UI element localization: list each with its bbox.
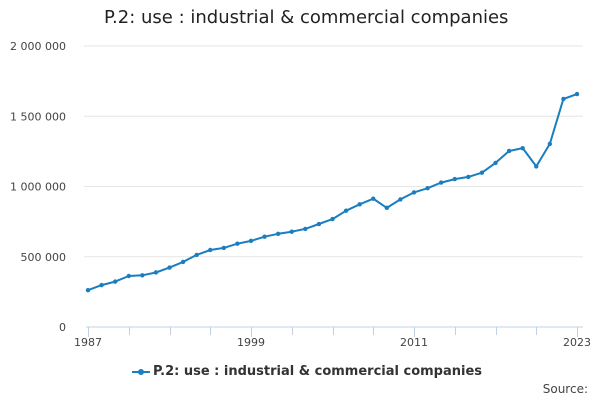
y-tick-label: 1 000 000: [10, 181, 66, 194]
series-line: [87, 93, 578, 292]
y-tick-label: 2 000 000: [10, 40, 66, 53]
y-axis: 0 500 000 1 000 000 1 500 000 2 000 000: [10, 40, 66, 334]
data-point: [425, 185, 430, 191]
legend[interactable]: P.2: use : industrial & commercial compa…: [132, 364, 482, 379]
data-point: [194, 252, 199, 258]
source-label: Source:: [542, 382, 588, 396]
data-point: [438, 180, 444, 185]
data-point: [506, 148, 512, 154]
data-point: [235, 241, 240, 246]
x-tick-label: 2023: [563, 336, 591, 349]
data-point: [303, 226, 308, 232]
legend-dot: [138, 368, 144, 375]
data-point: [289, 229, 294, 234]
data-point: [140, 273, 145, 278]
data-point: [316, 221, 322, 227]
data-point: [153, 270, 159, 275]
data-point: [85, 287, 91, 293]
data-point: [262, 234, 267, 239]
data-point: [574, 91, 580, 97]
data-point: [534, 164, 539, 169]
data-point: [221, 245, 227, 251]
data-point: [343, 208, 349, 213]
data-point: [99, 282, 104, 288]
chart-title: P.2: use : industrial & commercial compa…: [104, 7, 509, 28]
x-tick-label: 1999: [237, 336, 265, 349]
data-point: [275, 231, 281, 237]
data-point: [479, 170, 485, 175]
data-point: [384, 205, 390, 211]
gridlines: [84, 45, 583, 258]
data-point: [180, 259, 186, 265]
data-point: [112, 279, 118, 284]
legend-swatch-icon: [132, 367, 150, 377]
data-point: [371, 196, 376, 201]
y-tick-label: 1 500 000: [10, 110, 66, 123]
data-point: [466, 174, 471, 180]
y-tick-label: 500 000: [21, 251, 67, 264]
series: [85, 91, 580, 293]
data-point: [330, 216, 335, 222]
data-point: [520, 145, 525, 151]
data-point: [561, 96, 566, 102]
x-tick-label: 1987: [74, 336, 102, 349]
data-point: [493, 160, 498, 166]
data-point: [167, 265, 172, 270]
x-tick-labels: 1987 1999 2011 2023: [74, 336, 591, 349]
x-axis: [86, 326, 583, 337]
data-point: [452, 176, 457, 182]
data-point: [126, 273, 131, 279]
y-tick-label: 0: [59, 321, 66, 334]
data-point: [411, 190, 417, 195]
data-point: [398, 197, 403, 202]
legend-label: P.2: use : industrial & commercial compa…: [153, 364, 483, 379]
data-point: [547, 141, 553, 147]
data-point: [208, 247, 213, 253]
data-point: [248, 238, 254, 244]
x-tick-label: 2011: [400, 336, 428, 349]
data-point: [357, 202, 362, 207]
